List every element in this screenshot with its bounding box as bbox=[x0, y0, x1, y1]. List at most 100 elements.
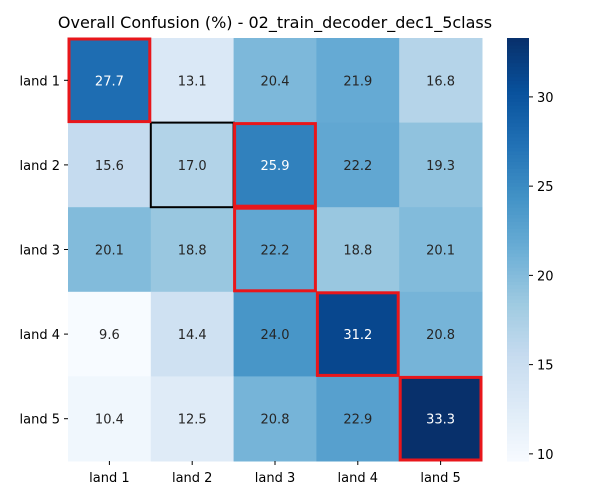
colorbar-tick-label: 10 bbox=[537, 448, 554, 463]
colorbar-segment bbox=[507, 253, 529, 258]
colorbar-segment bbox=[507, 436, 529, 441]
y-tick-label: land 3 bbox=[20, 244, 60, 259]
colorbar-segment bbox=[507, 260, 529, 265]
colorbar-segment bbox=[507, 358, 529, 363]
heatmap-cell bbox=[316, 376, 400, 462]
colorbar-segment bbox=[507, 362, 529, 367]
colorbar-segment bbox=[507, 161, 529, 166]
colorbar-segment bbox=[507, 126, 529, 131]
colorbar-segment bbox=[507, 390, 529, 395]
heatmap-cell bbox=[316, 291, 400, 377]
colorbar-segment bbox=[507, 394, 529, 399]
colorbar-segment bbox=[507, 157, 529, 162]
colorbar-segment bbox=[507, 196, 529, 201]
colorbar-segment bbox=[507, 203, 529, 208]
colorbar-segment bbox=[507, 41, 529, 46]
colorbar-segment bbox=[507, 59, 529, 64]
colorbar-segment bbox=[507, 143, 529, 148]
colorbar-segment bbox=[507, 154, 529, 159]
colorbar-segment bbox=[507, 238, 529, 244]
colorbar-segment bbox=[507, 453, 529, 459]
colorbar-segment bbox=[507, 351, 529, 356]
cell-value-label: 25.9 bbox=[261, 159, 290, 174]
y-tick-label: land 5 bbox=[20, 413, 60, 428]
colorbar-segment bbox=[507, 228, 529, 233]
cell-value-label: 20.1 bbox=[95, 244, 124, 259]
y-tick-label: land 2 bbox=[20, 159, 60, 174]
colorbar-segment bbox=[507, 200, 529, 205]
heatmap-cell bbox=[399, 38, 483, 124]
colorbar-segment bbox=[507, 147, 529, 152]
colorbar-segment bbox=[507, 386, 529, 392]
x-tick-label: land 2 bbox=[172, 471, 212, 486]
colorbar-segment bbox=[507, 446, 529, 452]
heatmap-cell bbox=[233, 122, 317, 208]
colorbar-segment bbox=[507, 214, 529, 219]
highlight-box-red bbox=[315, 291, 400, 377]
y-axis-ticks: land 1 land 2 land 3 land 4 land 5 bbox=[20, 74, 68, 428]
colorbar-segment bbox=[507, 429, 529, 434]
colorbar-segment bbox=[507, 291, 529, 296]
colorbar-segment bbox=[507, 443, 529, 448]
colorbar-segment bbox=[507, 83, 529, 88]
colorbar-segment bbox=[507, 231, 529, 236]
heatmap-cell bbox=[68, 207, 152, 293]
colorbar-segment bbox=[507, 242, 529, 247]
heatmap-cell bbox=[399, 376, 483, 462]
colorbar-segment bbox=[507, 457, 529, 462]
colorbar-segment bbox=[507, 69, 529, 74]
colorbar-segment bbox=[507, 179, 529, 184]
colorbar-segment bbox=[507, 73, 529, 78]
cell-value-label: 31.2 bbox=[343, 328, 372, 343]
heatmap-cell bbox=[150, 38, 235, 124]
colorbar-segment bbox=[507, 186, 529, 191]
colorbar-segment bbox=[507, 348, 529, 353]
colorbar-segment bbox=[507, 97, 529, 103]
colorbar-segment bbox=[507, 355, 529, 360]
colorbar-segment bbox=[507, 52, 529, 57]
colorbar-segment bbox=[507, 450, 529, 455]
heatmap-cell bbox=[68, 38, 152, 124]
colorbar-segment bbox=[507, 404, 529, 409]
x-tick-label: land 3 bbox=[255, 471, 295, 486]
colorbar-segment bbox=[507, 263, 529, 268]
colorbar-segment bbox=[507, 235, 529, 240]
colorbar-segment bbox=[507, 397, 529, 402]
colorbar-segment bbox=[507, 221, 529, 226]
cell-value-label: 17.0 bbox=[178, 159, 207, 174]
colorbar-segment bbox=[507, 38, 529, 43]
colorbar-segment bbox=[507, 66, 529, 71]
heatmap-cell bbox=[233, 207, 317, 293]
heatmap-cell bbox=[316, 207, 400, 293]
x-tick-label: land 4 bbox=[338, 471, 378, 486]
colorbar-segment bbox=[507, 369, 529, 374]
heatmap-cell bbox=[399, 207, 483, 293]
colorbar-segment bbox=[507, 288, 529, 293]
colorbar-segment bbox=[507, 122, 529, 127]
cell-value-label: 18.8 bbox=[178, 244, 207, 259]
y-tick-label: land 4 bbox=[20, 328, 60, 343]
colorbar-segment bbox=[507, 320, 529, 325]
colorbar-segment bbox=[507, 383, 529, 388]
colorbar-segment bbox=[507, 112, 529, 117]
colorbar-segment bbox=[507, 189, 529, 194]
cell-value-label: 19.3 bbox=[426, 159, 455, 174]
colorbar-segment bbox=[507, 80, 529, 85]
heatmap-cell bbox=[150, 291, 235, 377]
colorbar-segment bbox=[507, 168, 529, 173]
highlight-box-red bbox=[233, 206, 317, 293]
colorbar-segment bbox=[507, 309, 529, 314]
highlight-box-red bbox=[67, 37, 152, 124]
colorbar-segment bbox=[507, 62, 529, 67]
colorbar-segment bbox=[507, 119, 529, 124]
highlight-box-red bbox=[233, 122, 317, 208]
colorbar-segment bbox=[507, 411, 529, 416]
colorbar-segment bbox=[507, 94, 529, 99]
heatmap-cell bbox=[233, 376, 317, 462]
heatmap-cell bbox=[68, 291, 152, 377]
colorbar-segment bbox=[507, 55, 529, 60]
cell-value-label: 27.7 bbox=[95, 74, 124, 89]
colorbar-segment bbox=[507, 408, 529, 413]
colorbar: 10 15 20 25 30 bbox=[507, 38, 554, 463]
